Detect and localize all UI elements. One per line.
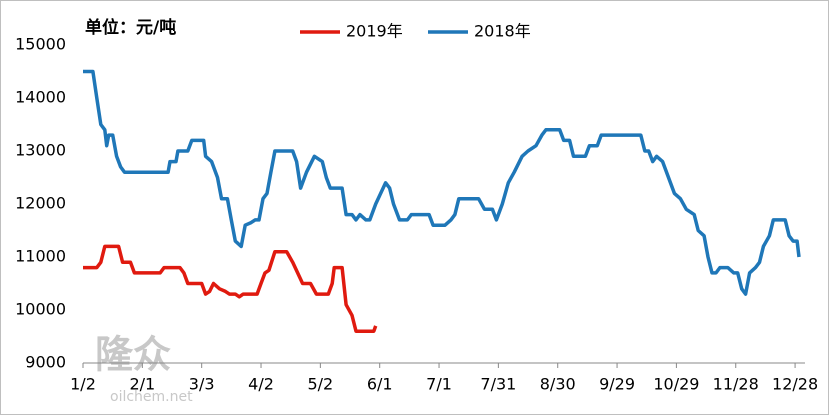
y-tick-label: 15000 — [15, 35, 66, 54]
unit-annotation: 单位：元/吨 — [85, 17, 176, 38]
y-tick-label: 13000 — [15, 141, 66, 160]
x-tick-label: 11/28 — [713, 375, 759, 394]
x-tick-label: 2/1 — [129, 375, 155, 394]
x-tick-label: 7/31 — [480, 375, 516, 394]
y-tick-label: 10000 — [15, 300, 66, 319]
x-tick-label: 3/3 — [189, 375, 215, 394]
legend-label: 2018年 — [474, 22, 531, 41]
y-tick-label: 9000 — [25, 353, 66, 372]
x-tick-label: 5/2 — [307, 375, 333, 394]
legend-label: 2019年 — [346, 22, 403, 41]
x-tick-label: 7/1 — [426, 375, 452, 394]
x-tick-label: 12/28 — [772, 375, 818, 394]
x-tick-label: 1/2 — [70, 375, 96, 394]
x-tick-label: 9/29 — [599, 375, 635, 394]
x-tick-label: 4/2 — [248, 375, 274, 394]
x-tick-label: 8/30 — [540, 375, 576, 394]
x-tick-label: 6/1 — [367, 375, 393, 394]
watermark: oilchem.net — [110, 389, 193, 405]
series-line — [83, 69, 801, 296]
x-tick-label: 10/29 — [653, 375, 699, 394]
y-tick-label: 14000 — [15, 88, 66, 107]
watermark: 隆众 — [95, 333, 171, 377]
y-tick-label: 12000 — [15, 194, 66, 213]
series-line — [83, 244, 378, 333]
y-tick-label: 11000 — [15, 247, 66, 266]
